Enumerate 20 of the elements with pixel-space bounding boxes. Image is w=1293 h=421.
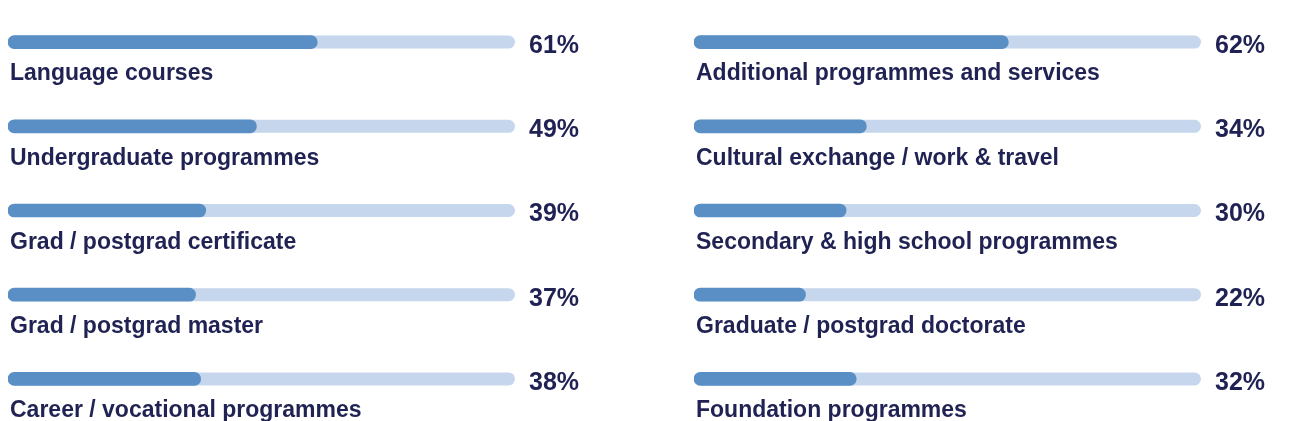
data-label: 32% [1215,366,1266,395]
data-label: 49% [529,114,580,143]
category-label: Undergraduate programmes [10,143,320,170]
category-label: Grad / postgrad master [10,312,264,339]
data-label: 37% [529,282,580,311]
bar [694,287,806,302]
data-label: 39% [529,198,580,227]
data-label: 38% [529,366,580,395]
data-label: 34% [1215,114,1266,143]
data-label: 22% [1215,282,1266,311]
category-label: Additional programmes and services [696,59,1100,86]
bar [694,372,857,386]
category-label: Cultural exchange / work & travel [696,143,1060,170]
data-label: 30% [1215,198,1266,227]
category-label: Graduate / postgrad doctorate [696,312,1026,339]
category-label: Language courses [10,59,214,86]
category-label: Secondary & high school programmes [696,227,1118,254]
data-label: 61% [529,29,580,58]
category-label: Grad / postgrad certificate [10,227,297,254]
data-label: 62% [1215,29,1266,58]
